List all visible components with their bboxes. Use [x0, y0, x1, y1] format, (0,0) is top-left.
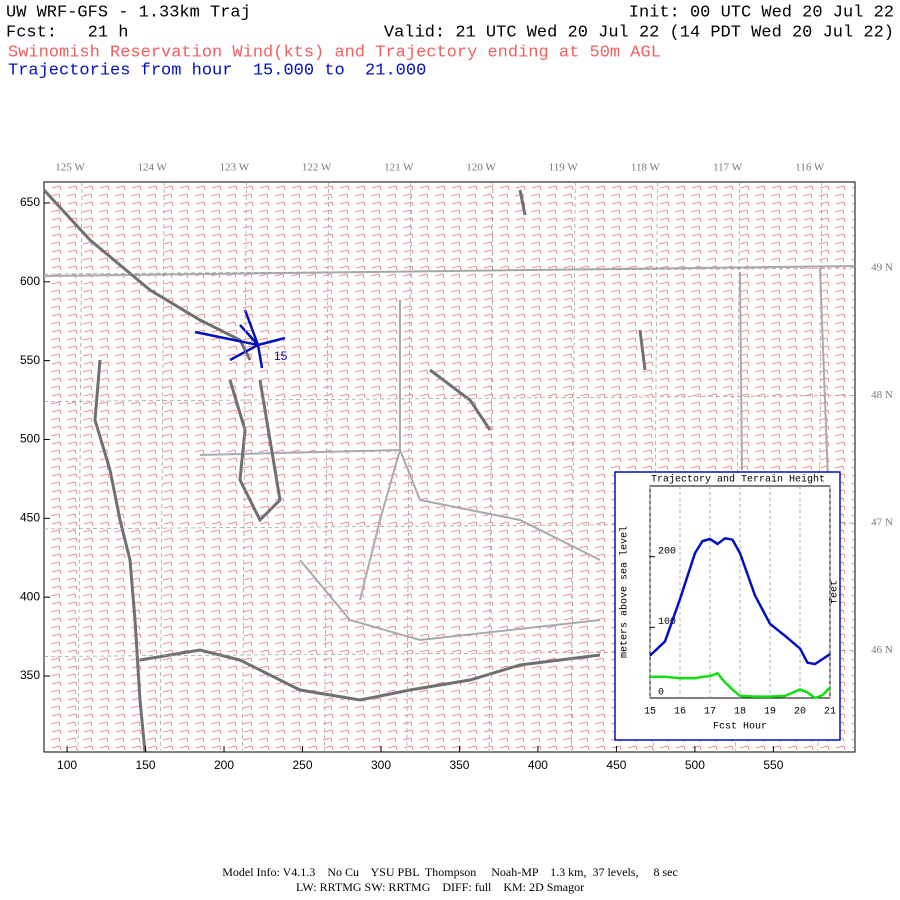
x-tick-label: 300	[371, 758, 391, 772]
inset-title: Trajectory and Terrain Height	[651, 474, 825, 486]
x-tick-label: 150	[136, 758, 156, 772]
series-line	[650, 671, 831, 700]
valid-time: Valid: 21 UTC Wed 20 Jul 22 (14 PDT Wed …	[384, 23, 894, 42]
x-tick-label: 500	[685, 758, 705, 772]
x-tick-label: 200	[214, 758, 234, 772]
x-tick-label: 450	[606, 758, 626, 772]
x-tick-label: 17	[704, 707, 716, 718]
y2-axis-label: feet	[829, 580, 841, 604]
longitude-label: 120 W	[466, 162, 496, 174]
forecast-hour: Fcst: 21 h	[6, 23, 128, 42]
longitude-label: 117 W	[713, 162, 743, 174]
longitude-label: 122 W	[302, 162, 332, 174]
latitude-label: 49 N	[871, 262, 893, 274]
x-tick-label: 100	[57, 758, 77, 772]
coastline	[42, 188, 647, 753]
inset: Trajectory and Terrain Height Fcst Hour …	[614, 471, 841, 741]
title: UW WRF-GFS - 1.33km Traj	[6, 3, 251, 22]
y-tick-label: 350	[20, 668, 40, 682]
trajectories	[194, 309, 286, 369]
x-tick-label: 400	[528, 758, 548, 772]
borders	[43, 265, 856, 642]
y-tick-label: 500	[20, 432, 40, 446]
footer-line: Model Info: V4.1.3 No Cu YSU PBL Thompso…	[222, 865, 678, 879]
x-tick-label: 250	[292, 758, 312, 772]
parallel	[43, 267, 856, 275]
x-tick-label: 350	[449, 758, 469, 772]
longitude-label: 123 W	[220, 162, 250, 174]
x-tick-label: 21	[824, 707, 836, 718]
y-tick-label: 600	[20, 274, 40, 288]
series-line	[649, 536, 831, 666]
trajectory-hours: Trajectories from hour 15.000 to 21.000	[8, 61, 426, 80]
x-tick-label: 16	[674, 707, 686, 718]
x-axis-label: Fcst Hour	[713, 722, 767, 733]
site-label: 15	[274, 349, 288, 363]
x-tick-label: 20	[794, 707, 806, 718]
parallel	[43, 395, 856, 402]
latitude-label: 48 N	[871, 389, 893, 401]
latitude-label: 46 N	[871, 644, 893, 656]
y-tick-label: 0	[658, 688, 664, 699]
x-tick-label: 550	[763, 758, 783, 772]
y-tick-label: 200	[658, 546, 676, 557]
y-tick-label: 400	[20, 589, 40, 603]
footer-line: LW: RRTMG SW: RRTMG DIFF: full KM: 2D Sm…	[296, 880, 584, 894]
longitude-label: 118 W	[631, 162, 661, 174]
longitude-label: 121 W	[384, 162, 414, 174]
longitude-label: 119 W	[549, 162, 579, 174]
longitude-label: 125 W	[55, 162, 85, 174]
y-tick-label: 550	[20, 353, 40, 367]
y-axis-label: meters above sea level	[619, 526, 631, 658]
x-tick-label: 19	[764, 707, 776, 718]
longitude-label: 124 W	[137, 162, 167, 174]
x-tick-label: 15	[644, 707, 656, 718]
subtitle: Swinomish Reservation Wind(kts) and Traj…	[8, 43, 661, 62]
y-tick-label: 450	[20, 510, 40, 524]
y-tick-label: 100	[658, 617, 676, 628]
inset-frame	[614, 471, 841, 741]
init-time: Init: 00 UTC Wed 20 Jul 22	[629, 3, 894, 22]
longitude-label: 116 W	[795, 162, 825, 174]
inset-plot-area: 15 16 17 18 19 20 21 0 100 200	[644, 486, 836, 718]
map: 15	[42, 181, 856, 753]
latitude-label: 47 N	[871, 517, 893, 529]
y-tick-label: 650	[20, 195, 40, 209]
x-tick-label: 18	[734, 707, 746, 718]
